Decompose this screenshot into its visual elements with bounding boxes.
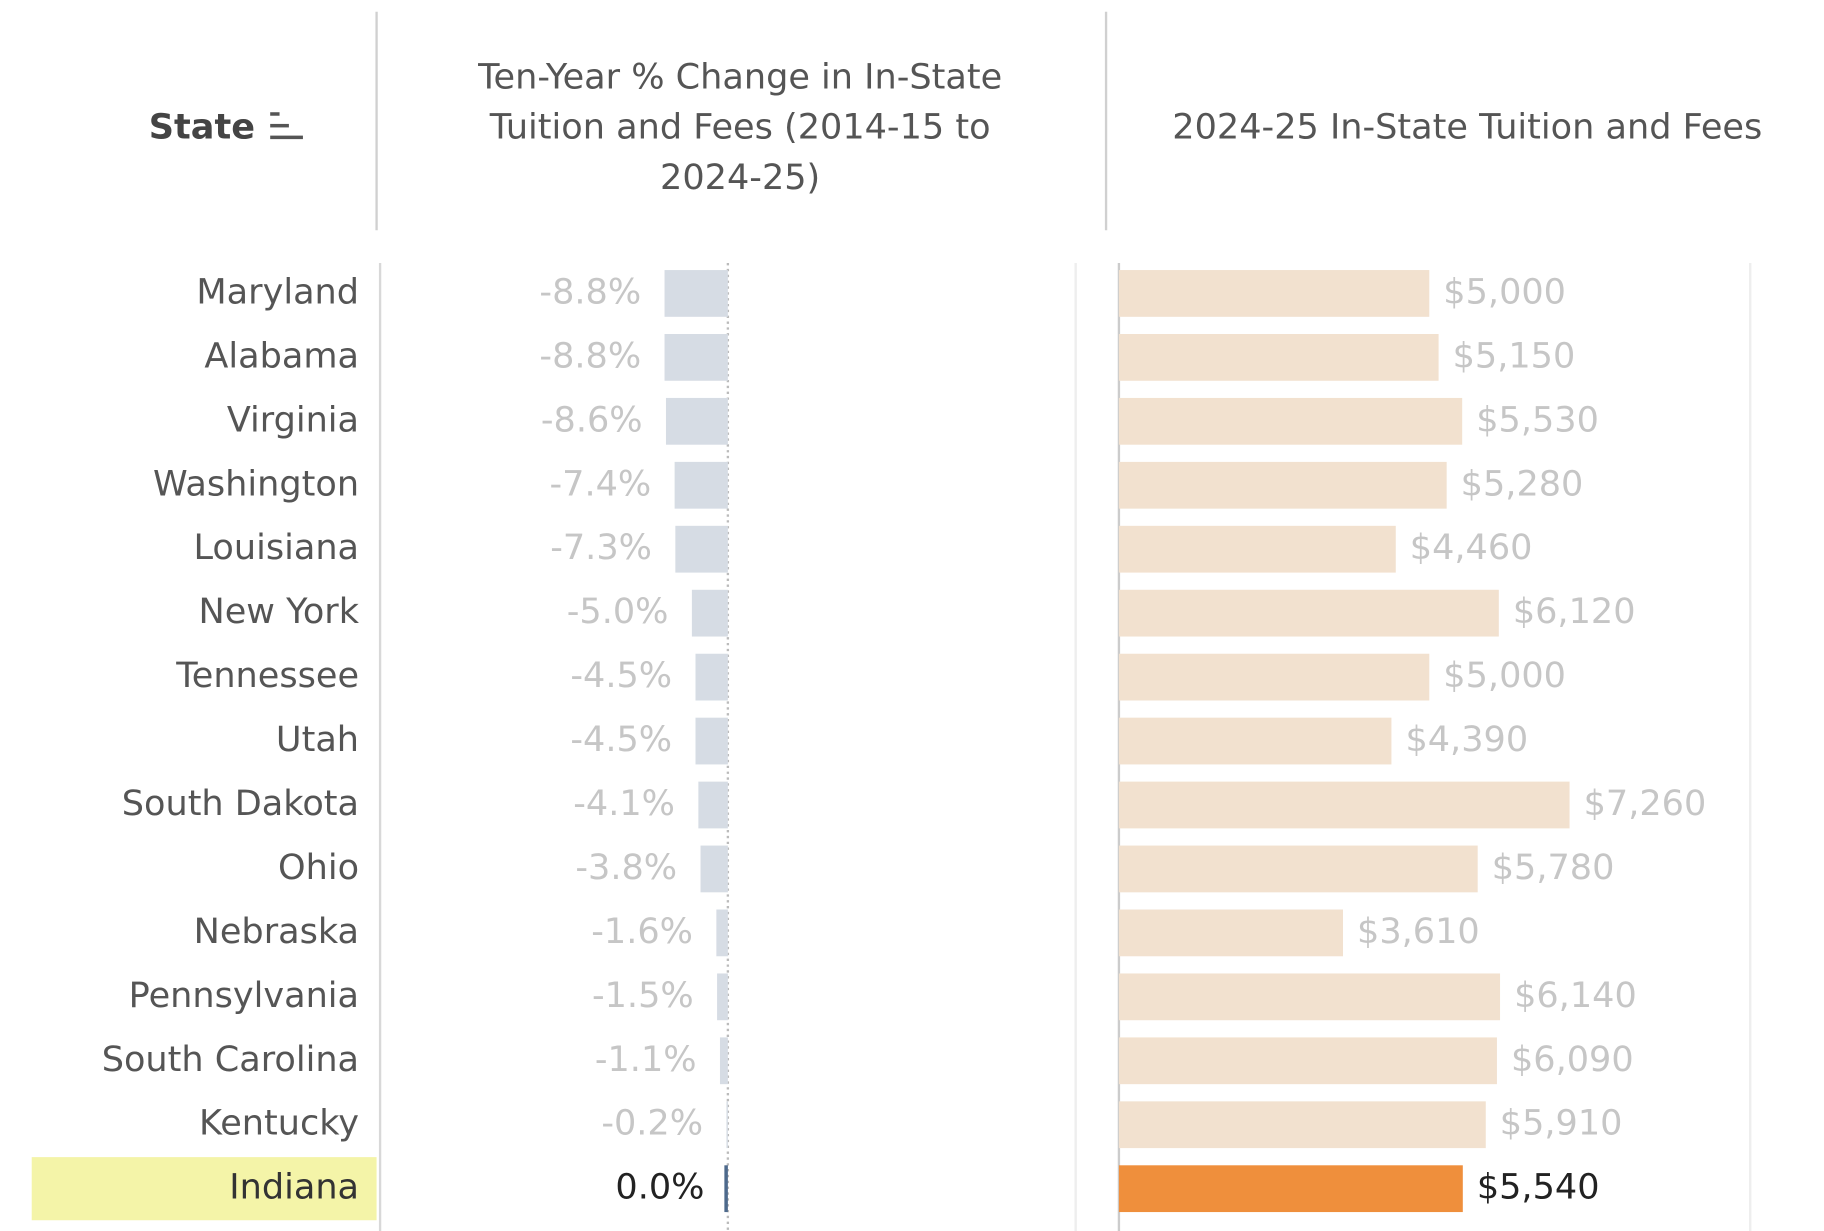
value-label: -1.1%	[595, 1039, 697, 1080]
value-label: $4,390	[1405, 719, 1528, 760]
category-label: Utah	[276, 719, 359, 760]
category-label: Nebraska	[194, 911, 359, 952]
category-label: Maryland	[196, 271, 359, 312]
value-label: $6,090	[1511, 1039, 1634, 1080]
value-label: -0.2%	[601, 1103, 703, 1144]
category-label: Ohio	[278, 847, 359, 888]
value-label: -1.5%	[592, 975, 694, 1016]
value-label: -1.6%	[591, 911, 693, 952]
bar	[1118, 653, 1430, 701]
value-label: $7,260	[1584, 783, 1707, 824]
chart-title: Tuition and Fees (2014-15 to	[489, 107, 991, 148]
value-label: $5,000	[1443, 271, 1566, 312]
chart-title: 2024-25)	[660, 157, 820, 198]
category-label: South Dakota	[122, 783, 359, 824]
bar	[716, 909, 728, 957]
bar	[1118, 525, 1396, 573]
bar	[1118, 781, 1570, 829]
column-header: State	[149, 107, 255, 148]
bar	[717, 973, 728, 1021]
value-label: $4,460	[1410, 527, 1533, 568]
category-label: New York	[198, 591, 359, 632]
row-highlight	[31, 1157, 377, 1221]
bar	[695, 653, 728, 701]
bar	[1118, 973, 1501, 1021]
category-label: Alabama	[204, 335, 359, 376]
sort-icon[interactable]	[270, 112, 303, 140]
bar	[1118, 909, 1344, 957]
bar	[674, 461, 728, 509]
value-label: -4.5%	[570, 719, 672, 760]
value-label: -8.8%	[539, 271, 641, 312]
bar	[1118, 270, 1430, 317]
value-label: -4.5%	[570, 655, 672, 696]
bar	[1118, 461, 1447, 509]
chart-title: Ten-Year % Change in In-State	[477, 56, 1002, 97]
bar	[1118, 1037, 1497, 1085]
category-label: South Carolina	[102, 1039, 359, 1080]
value-label: $6,140	[1514, 975, 1637, 1016]
bar	[726, 1101, 728, 1149]
bar	[1118, 1101, 1486, 1149]
bar	[664, 270, 728, 317]
bar	[724, 1165, 728, 1213]
value-label: $3,610	[1357, 911, 1480, 952]
bar	[719, 1037, 728, 1085]
value-label: 0.0%	[615, 1167, 704, 1208]
value-label: -7.3%	[550, 527, 652, 568]
category-label: Kentucky	[199, 1103, 359, 1144]
value-label: $5,540	[1477, 1167, 1600, 1208]
bar	[675, 525, 728, 573]
category-label: Tennessee	[175, 655, 359, 696]
value-label: -5.0%	[567, 591, 669, 632]
bar	[691, 589, 728, 637]
category-label: Virginia	[227, 399, 359, 440]
value-label: -8.8%	[539, 335, 641, 376]
value-label: -8.6%	[541, 399, 643, 440]
value-label: $5,150	[1453, 335, 1576, 376]
value-label: $5,910	[1500, 1103, 1623, 1144]
bar	[1118, 397, 1463, 445]
bar	[1118, 717, 1392, 765]
bar	[1118, 589, 1499, 637]
value-label: $5,000	[1443, 655, 1566, 696]
bar	[665, 397, 728, 445]
category-label: Pennsylvania	[129, 975, 359, 1016]
bar	[700, 845, 728, 893]
value-label: $5,530	[1476, 399, 1599, 440]
bar	[1118, 845, 1478, 893]
bar	[695, 717, 728, 765]
category-label: Louisiana	[193, 527, 359, 568]
value-label: -4.1%	[573, 783, 675, 824]
bar	[1118, 1165, 1463, 1213]
value-label: $5,280	[1461, 463, 1584, 504]
value-label: -7.4%	[550, 463, 652, 504]
chart-title: 2024-25 In-State Tuition and Fees	[1172, 107, 1762, 148]
category-label: Indiana	[229, 1167, 359, 1208]
bar	[1118, 333, 1439, 381]
value-label: $5,780	[1492, 847, 1615, 888]
bar	[664, 333, 728, 381]
value-label: -3.8%	[575, 847, 677, 888]
category-label: Washington	[153, 463, 359, 504]
bar	[698, 781, 728, 829]
value-label: $6,120	[1513, 591, 1636, 632]
